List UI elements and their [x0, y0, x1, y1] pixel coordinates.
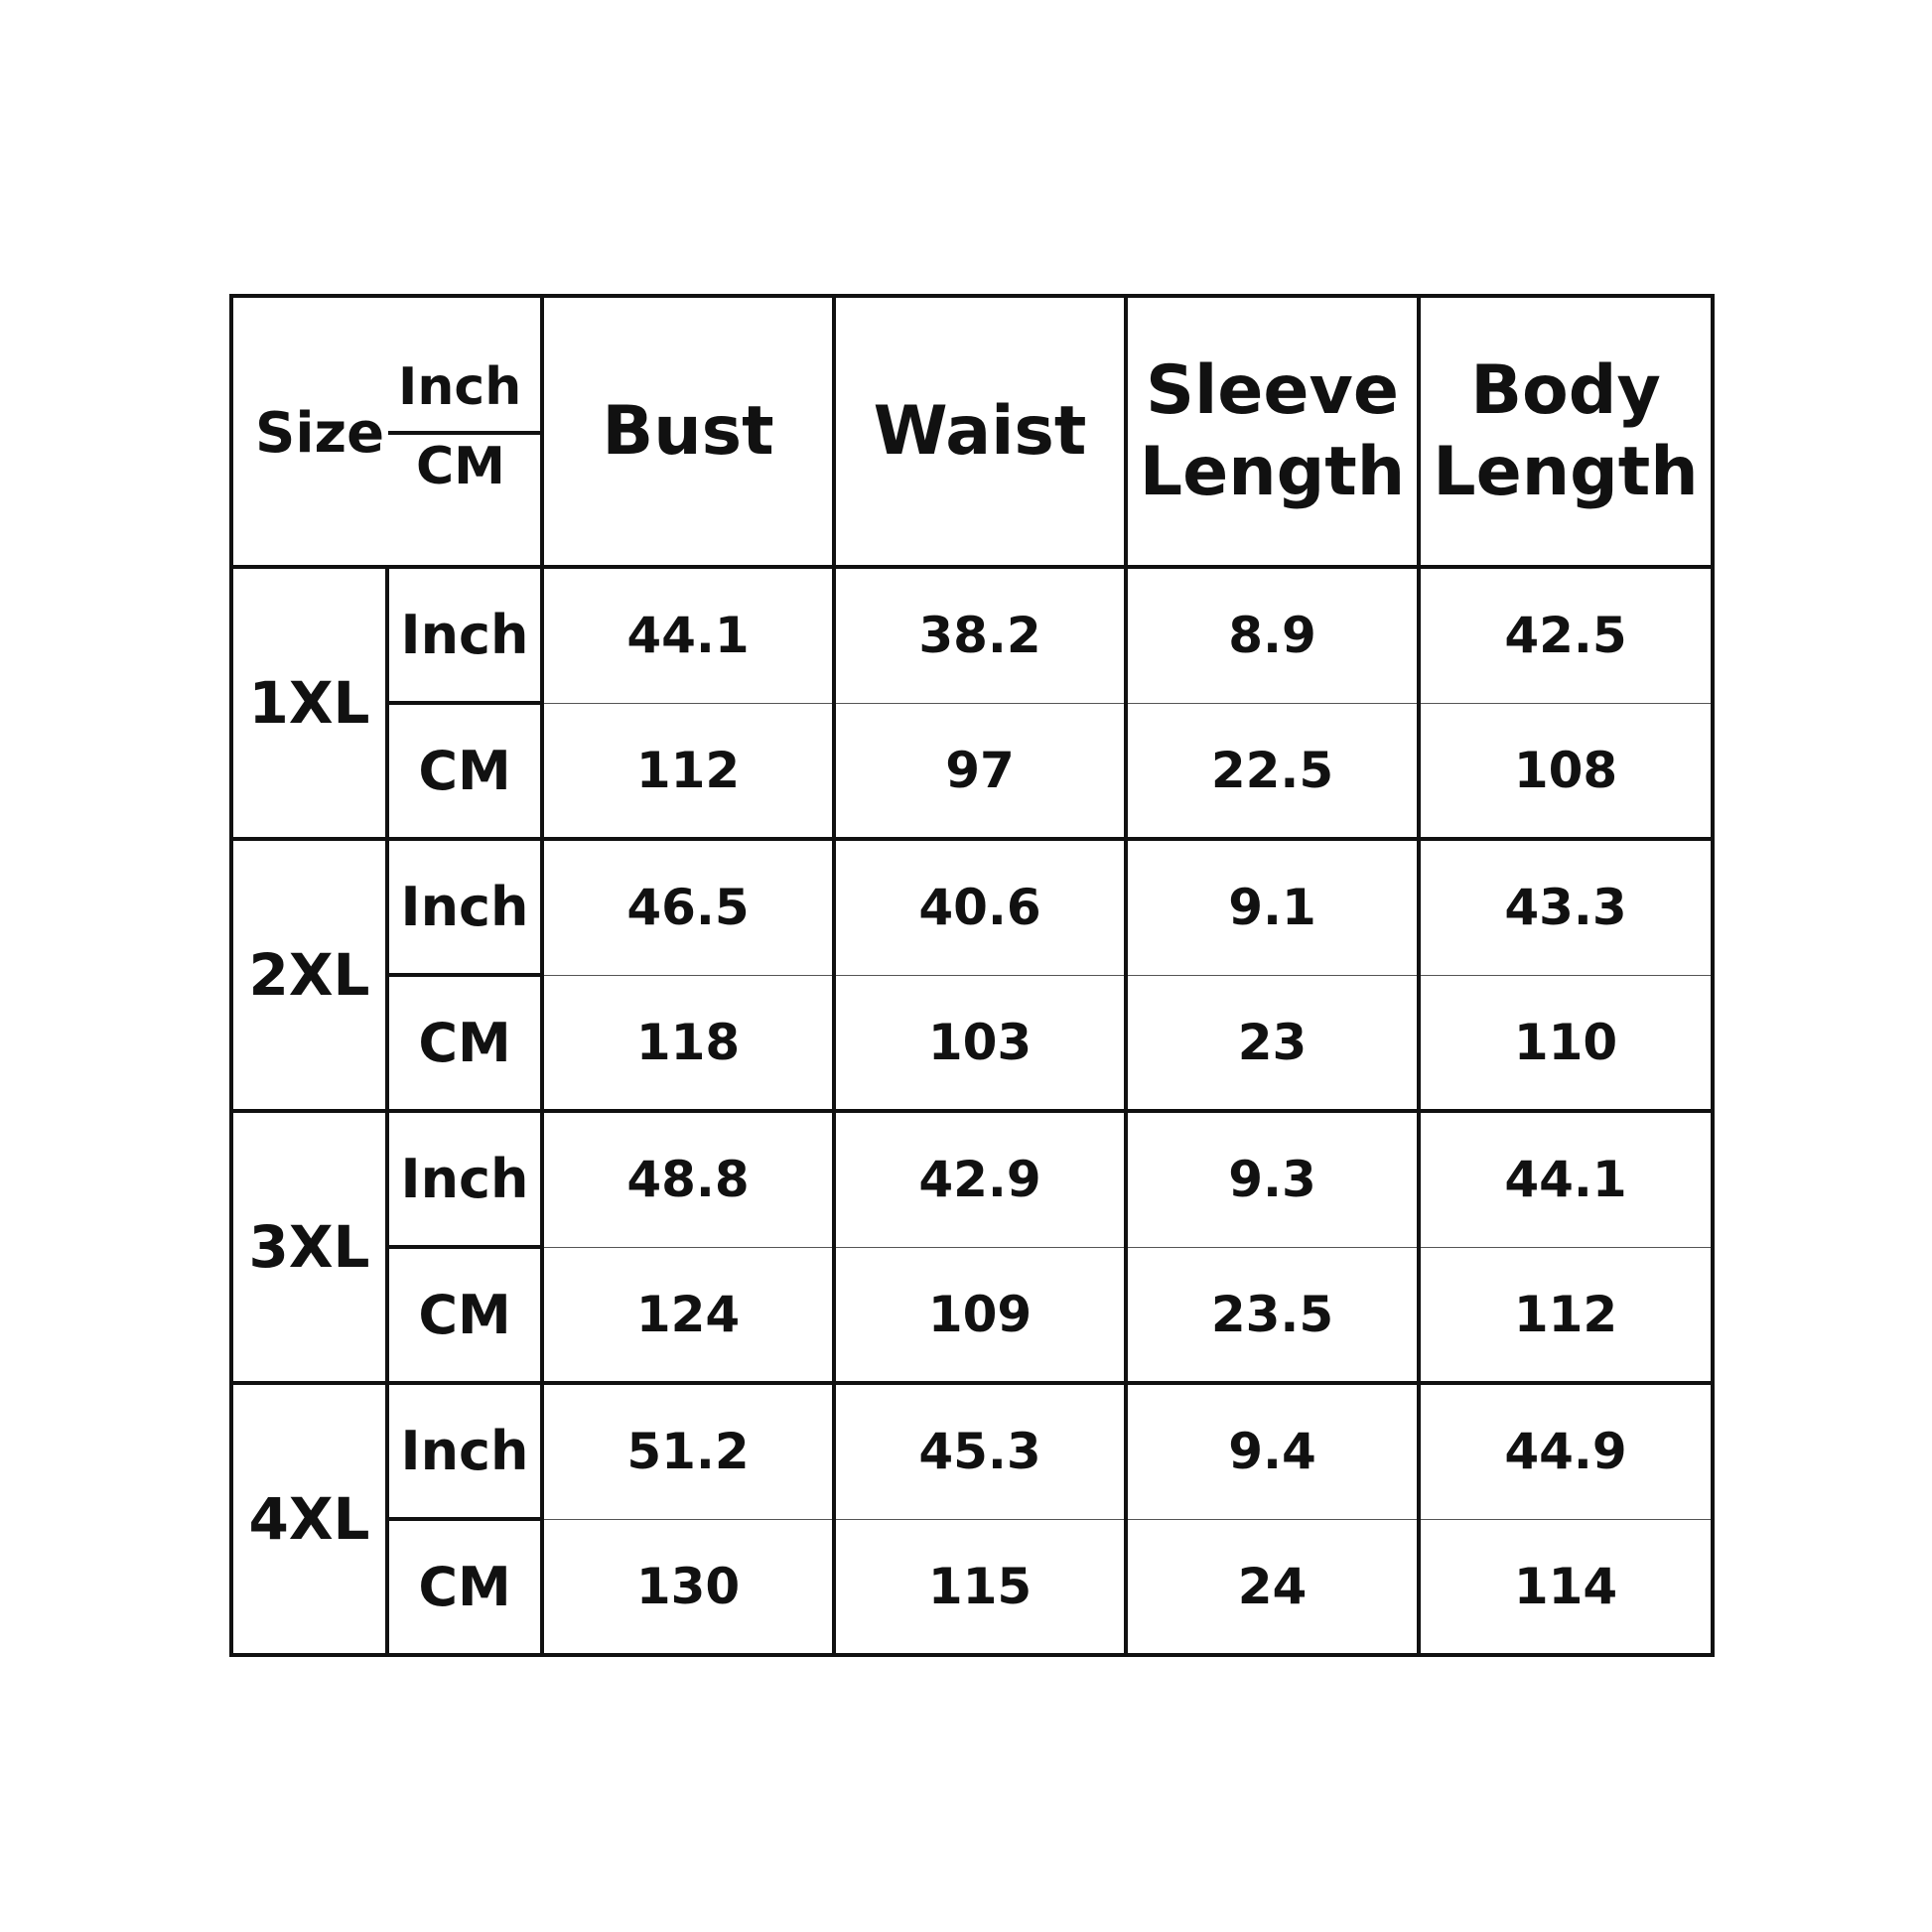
column-header: Body Length — [1417, 294, 1715, 569]
size-cell: 2XL — [229, 837, 389, 1113]
size-cell: 3XL — [229, 1109, 389, 1385]
value-cell: 42.9 — [832, 1109, 1128, 1248]
unit-cell: CM — [385, 701, 544, 841]
unit-cell: CM — [385, 1245, 544, 1385]
value-cell: 23 — [1124, 974, 1421, 1113]
size-cell: 4XL — [229, 1381, 389, 1657]
value-cell: 23.5 — [1124, 1246, 1421, 1385]
value-cell: 110 — [1417, 974, 1715, 1113]
column-header: Waist — [832, 294, 1128, 569]
table-row: CM 124 109 23.5 112 — [231, 1245, 1715, 1385]
unit-cell: CM — [385, 1517, 544, 1657]
value-cell: 8.9 — [1124, 565, 1421, 704]
table-row: CM 130 115 24 114 — [231, 1517, 1715, 1657]
value-cell: 124 — [540, 1246, 836, 1385]
value-cell: 103 — [832, 974, 1128, 1113]
value-cell: 44.1 — [540, 565, 836, 704]
size-unit-corner: Size Inch CM — [229, 294, 544, 569]
unit-cell: Inch — [385, 565, 544, 705]
table-row: CM 118 103 23 110 — [231, 973, 1715, 1113]
value-cell: 42.5 — [1417, 565, 1715, 704]
size-label: Size — [255, 401, 385, 466]
value-cell: 38.2 — [832, 565, 1128, 704]
table-row: 2XL Inch 46.5 40.6 9.1 43.3 — [229, 837, 1715, 1113]
value-cell: 44.9 — [1417, 1381, 1715, 1520]
table-row: 1XL Inch 44.1 38.2 8.9 42.5 — [229, 565, 1715, 841]
unit-cell: Inch — [385, 837, 544, 977]
table-row: CM 112 97 22.5 108 — [231, 701, 1715, 841]
unit-cell: CM — [385, 973, 544, 1113]
divider — [388, 431, 540, 435]
value-cell: 112 — [540, 702, 836, 841]
value-cell: 118 — [540, 974, 836, 1113]
size-chart-table: Size Inch CM Bust Waist Sleeve Length Bo… — [229, 294, 1715, 1657]
column-header: Sleeve Length — [1124, 294, 1421, 569]
unit-cm-label: CM — [416, 437, 505, 496]
value-cell: 115 — [832, 1518, 1128, 1657]
value-cell: 22.5 — [1124, 702, 1421, 841]
table-row: 4XL Inch 51.2 45.3 9.4 44.9 — [229, 1381, 1715, 1657]
size-cell: 1XL — [229, 565, 389, 841]
unit-inch-label: Inch — [398, 357, 522, 417]
value-cell: 46.5 — [540, 837, 836, 976]
value-cell: 45.3 — [832, 1381, 1128, 1520]
value-cell: 43.3 — [1417, 837, 1715, 976]
value-cell: 112 — [1417, 1246, 1715, 1385]
value-cell: 109 — [832, 1246, 1128, 1385]
value-cell: 40.6 — [832, 837, 1128, 976]
value-cell: 108 — [1417, 702, 1715, 841]
table-row: 3XL Inch 48.8 42.9 9.3 44.1 — [229, 1109, 1715, 1385]
unit-cell: Inch — [385, 1381, 544, 1521]
value-cell: 9.3 — [1124, 1109, 1421, 1248]
value-cell: 48.8 — [540, 1109, 836, 1248]
value-cell: 24 — [1124, 1518, 1421, 1657]
value-cell: 51.2 — [540, 1381, 836, 1520]
value-cell: 44.1 — [1417, 1109, 1715, 1248]
column-header: Bust — [540, 294, 836, 569]
value-cell: 114 — [1417, 1518, 1715, 1657]
value-cell: 130 — [540, 1518, 836, 1657]
unit-cell: Inch — [385, 1109, 544, 1249]
value-cell: 9.1 — [1124, 837, 1421, 976]
value-cell: 9.4 — [1124, 1381, 1421, 1520]
value-cell: 97 — [832, 702, 1128, 841]
header-row: Size Inch CM Bust Waist Sleeve Length Bo… — [229, 294, 1715, 569]
